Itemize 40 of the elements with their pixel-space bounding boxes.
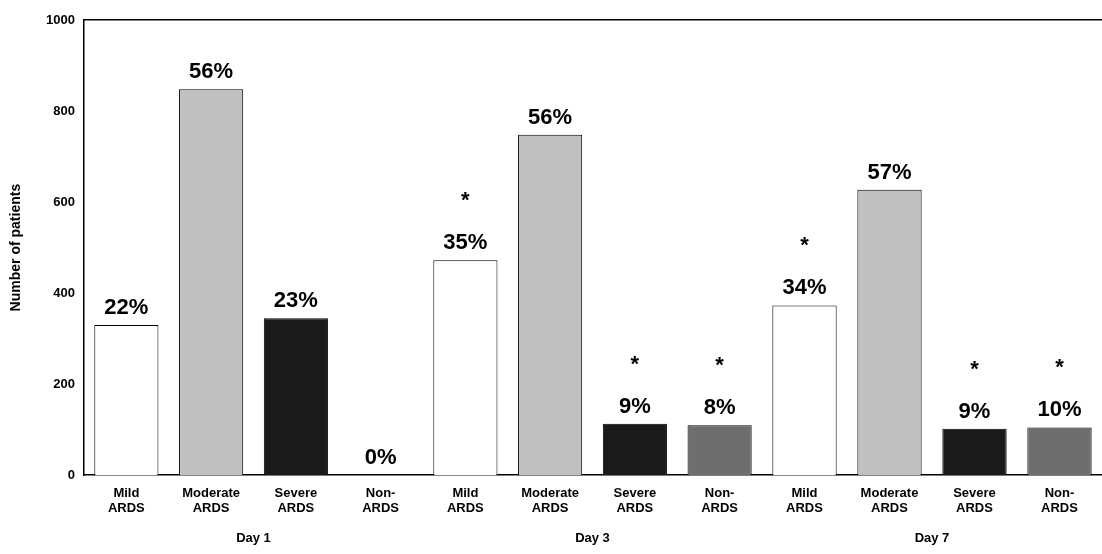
x-tick-label: Non-ARDS bbox=[701, 484, 739, 516]
y-tick-label: 1000 bbox=[46, 11, 75, 27]
annotation: * bbox=[715, 352, 725, 378]
annotation: * bbox=[461, 187, 471, 213]
y-tick-label: 0 bbox=[67, 466, 75, 482]
annotation: 22% bbox=[104, 294, 149, 320]
annotation: 56% bbox=[189, 58, 234, 84]
annotation: * bbox=[630, 350, 640, 376]
x-tick-label: Moderate ARDS bbox=[860, 484, 919, 516]
annotation: 34% bbox=[782, 274, 827, 300]
y-tick-label: 800 bbox=[53, 102, 75, 118]
annotation: 0% bbox=[364, 444, 397, 470]
y-tick-label: 400 bbox=[53, 284, 75, 300]
annotation: 57% bbox=[867, 158, 912, 184]
annotation: * bbox=[970, 355, 980, 381]
x-tick-label: Moderate ARDS bbox=[521, 484, 580, 516]
x-tick-label: Moderate ARDS bbox=[182, 484, 241, 516]
annotation: * bbox=[800, 232, 810, 258]
x-tick-label: Severe ARDS bbox=[953, 484, 996, 516]
x-tick-label: Mild ARDS bbox=[786, 484, 824, 516]
annotation: 35% bbox=[443, 229, 488, 255]
y-tick-label: 600 bbox=[53, 193, 75, 209]
x-tick-label: Severe ARDS bbox=[274, 484, 318, 516]
x-axis-title: Day 3 bbox=[575, 529, 610, 545]
annotation: 10% bbox=[1037, 396, 1082, 422]
x-axis-title: Day 1 bbox=[236, 529, 271, 545]
x-tick-label: Mild ARDS bbox=[107, 484, 146, 516]
annotation: * bbox=[1055, 354, 1065, 380]
y-axis-title: Number of patients bbox=[7, 183, 24, 312]
annotation: 23% bbox=[273, 287, 318, 313]
x-tick-label: Mild ARDS bbox=[446, 484, 485, 516]
x-tick-label: Non-ARDS bbox=[362, 484, 400, 516]
annotation: 9% bbox=[958, 397, 991, 423]
x-tick-label: Severe ARDS bbox=[613, 484, 657, 516]
x-tick-label: Non-ARDS bbox=[1041, 484, 1079, 516]
annotation: 8% bbox=[703, 394, 736, 420]
y-tick-label: 200 bbox=[53, 375, 75, 391]
x-axis-title: Day 7 bbox=[914, 529, 950, 545]
annotation: 56% bbox=[528, 103, 573, 129]
annotation: 9% bbox=[618, 392, 651, 418]
